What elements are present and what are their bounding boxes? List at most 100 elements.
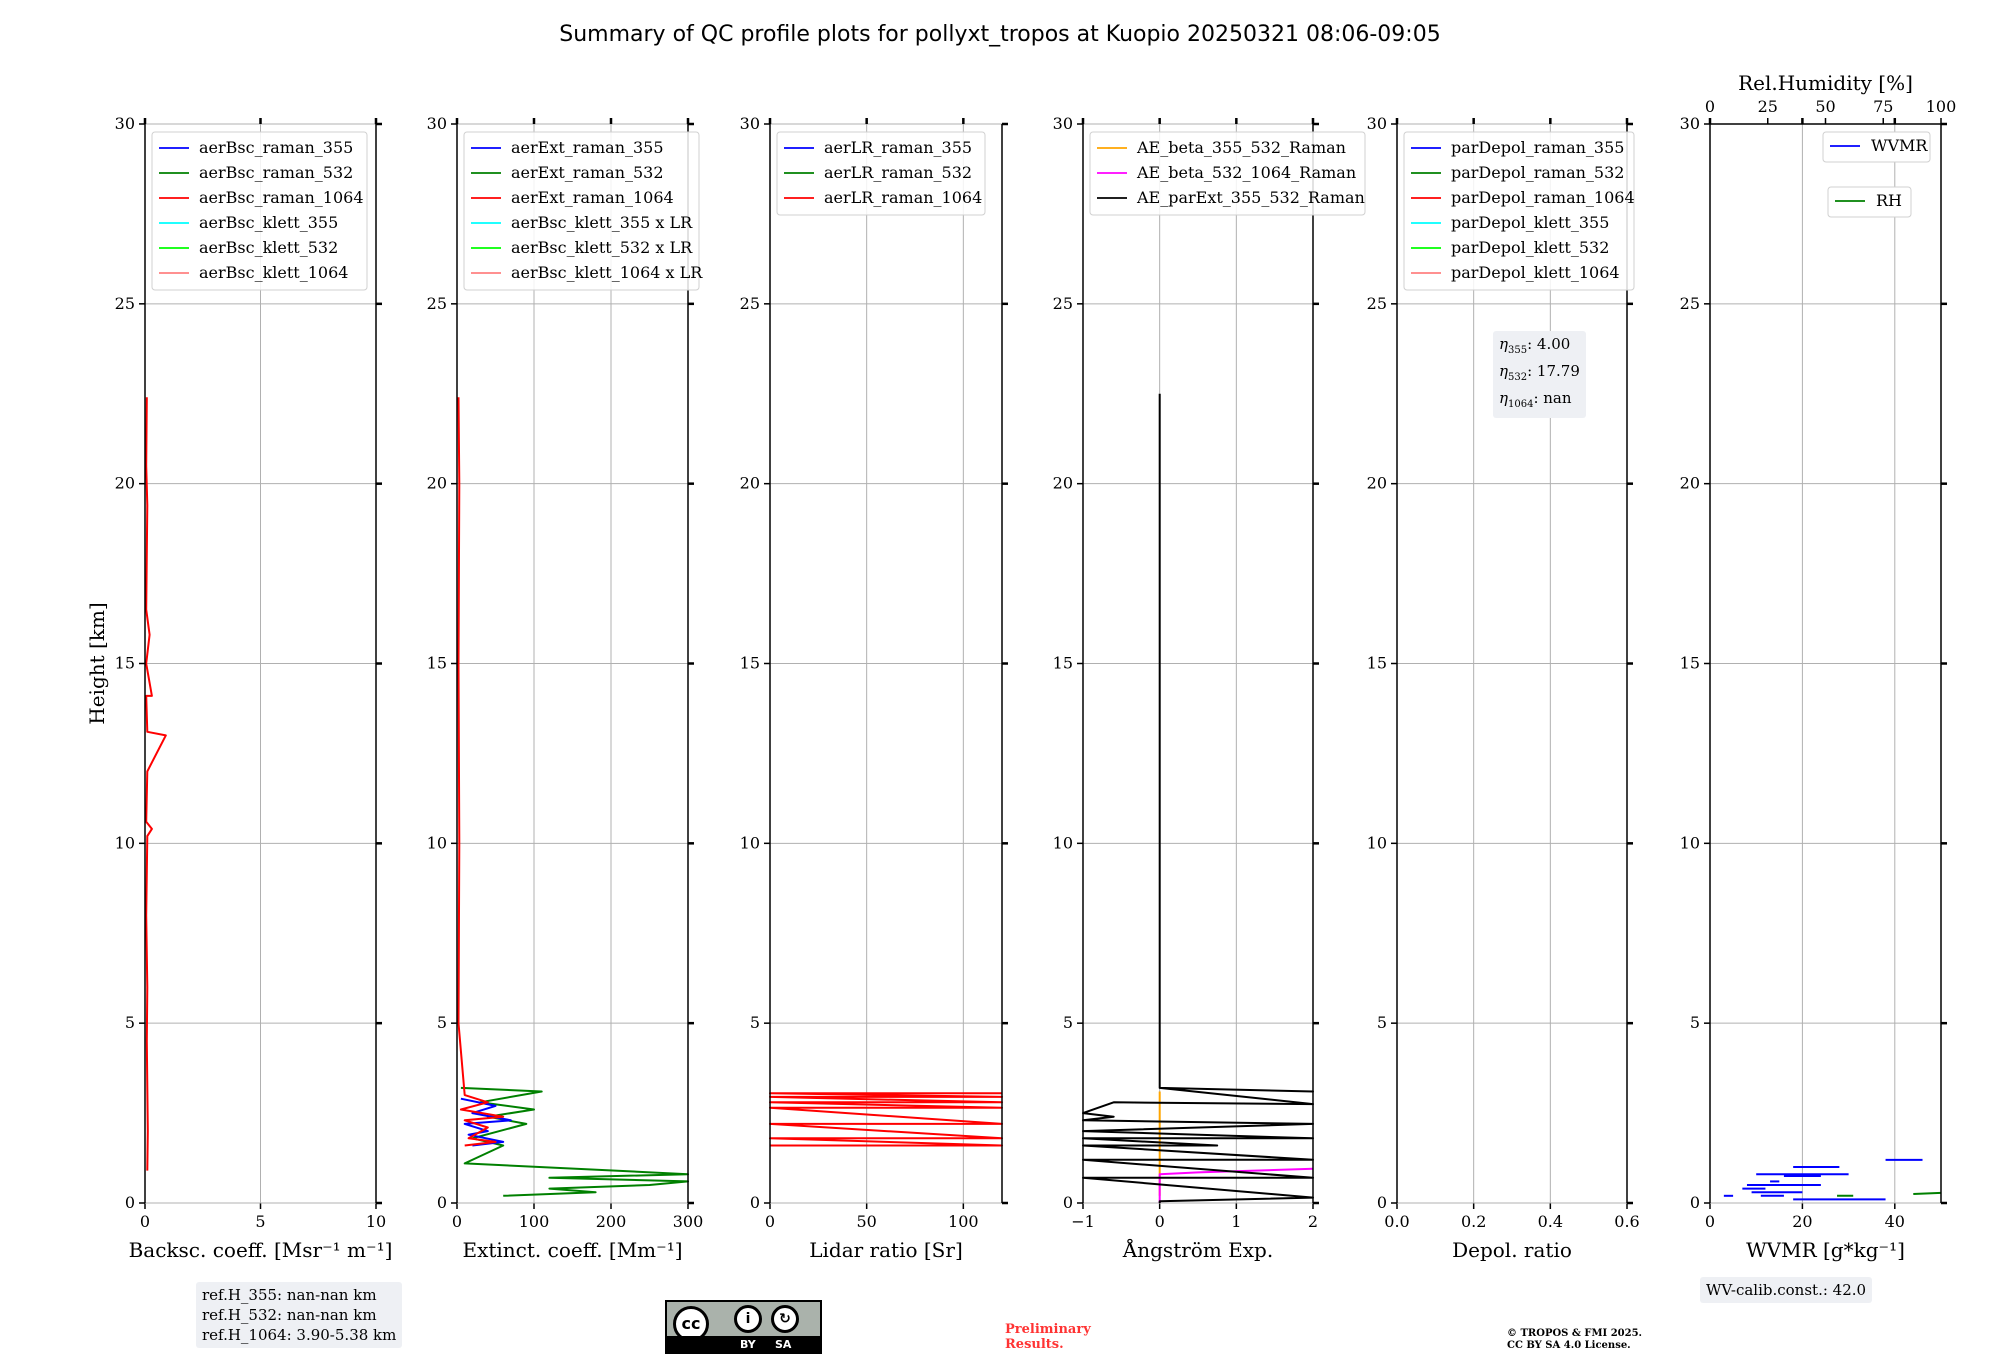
legend-box bbox=[776, 131, 986, 216]
legend-label: aerBsc_klett_1064 bbox=[199, 263, 348, 282]
y-axis-label: Height [km] bbox=[85, 602, 109, 724]
legend-label: aerExt_raman_355 bbox=[511, 138, 664, 157]
x-tick-label: −1 bbox=[1071, 1212, 1095, 1231]
cc-by-label: BY bbox=[740, 1338, 756, 1351]
x-tick-label: 0.6 bbox=[1614, 1212, 1639, 1231]
legend-label: aerBsc_klett_532 x LR bbox=[511, 238, 693, 257]
x-tick-label: 2 bbox=[1308, 1212, 1318, 1231]
y-tick-label: 20 bbox=[427, 474, 447, 493]
y-tick-label: 30 bbox=[427, 114, 447, 133]
legend-label: aerBsc_klett_532 bbox=[199, 238, 338, 257]
figure-title: Summary of QC profile plots for pollyxt_… bbox=[559, 22, 1441, 47]
panel-1 bbox=[139, 118, 382, 1209]
x2-tick-label: 25 bbox=[1758, 97, 1778, 116]
copyright-line-2: CC BY SA 4.0 License. bbox=[1507, 1340, 1631, 1351]
y-tick-label: 10 bbox=[1367, 833, 1387, 852]
x-tick-label: 0.2 bbox=[1461, 1212, 1486, 1231]
cc-sa-label: SA bbox=[775, 1338, 792, 1351]
y-tick-label: 15 bbox=[115, 654, 135, 673]
y-tick-label: 20 bbox=[1680, 474, 1700, 493]
y-tick-label: 5 bbox=[125, 1013, 135, 1032]
y-tick-label: 30 bbox=[1367, 114, 1387, 133]
legend-label: AE_parExt_355_532_Raman bbox=[1136, 188, 1365, 207]
y-tick-label: 10 bbox=[427, 833, 447, 852]
y-tick-label: 5 bbox=[1690, 1013, 1700, 1032]
legend-label: RH bbox=[1876, 191, 1902, 210]
y-tick-label: 10 bbox=[115, 833, 135, 852]
eta-1064: η1064: nan bbox=[1499, 389, 1572, 410]
x-tick-label: 1 bbox=[1231, 1212, 1241, 1231]
ref-height-1064: ref.H_1064: 3.90-5.38 km bbox=[202, 1326, 397, 1344]
x-axis-label: Ångström Exp. bbox=[1122, 1237, 1273, 1262]
y-tick-label: 25 bbox=[1367, 294, 1387, 313]
legend-box-rh bbox=[1827, 186, 1912, 218]
y-tick-label: 0 bbox=[1690, 1193, 1700, 1212]
y-tick-label: 15 bbox=[740, 654, 760, 673]
legend-label: parDepol_raman_1064 bbox=[1451, 188, 1635, 207]
x-axis-label: Lidar ratio [Sr] bbox=[809, 1238, 963, 1262]
y-tick-label: 0 bbox=[125, 1193, 135, 1212]
legend-label: aerExt_raman_532 bbox=[511, 163, 664, 182]
legend-label: aerBsc_klett_355 bbox=[199, 213, 338, 232]
x-tick-label: 50 bbox=[856, 1212, 876, 1231]
series-aerExt_raman_355 bbox=[460, 1097, 512, 1147]
panel-6 bbox=[1704, 118, 1947, 1209]
legend-label: parDepol_klett_1064 bbox=[1451, 263, 1620, 282]
x2-tick-label: 0 bbox=[1705, 97, 1715, 116]
x-tick-label: 0.0 bbox=[1384, 1212, 1409, 1231]
legend-label: AE_beta_532_1064_Raman bbox=[1136, 163, 1356, 182]
x-axis-label: Backsc. coeff. [Msr⁻¹ m⁻¹] bbox=[129, 1238, 393, 1262]
x-tick-label: 20 bbox=[1792, 1212, 1812, 1231]
x-axis-label: Depol. ratio bbox=[1452, 1238, 1572, 1262]
legend-label: parDepol_klett_355 bbox=[1451, 213, 1609, 232]
ref-height-355: ref.H_355: nan-nan km bbox=[202, 1286, 377, 1304]
series-aerBsc_raman_1064 bbox=[145, 397, 167, 1171]
legend-label: WVMR bbox=[1871, 136, 1928, 155]
x-tick-label: 0 bbox=[1705, 1212, 1715, 1231]
legend-label: aerLR_raman_532 bbox=[824, 163, 972, 182]
x2-tick-label: 75 bbox=[1873, 97, 1893, 116]
x-tick-label: 300 bbox=[673, 1212, 704, 1231]
legend-label: parDepol_raman_532 bbox=[1451, 163, 1624, 182]
legend-label: aerLR_raman_355 bbox=[824, 138, 972, 157]
legend-label: aerExt_raman_1064 bbox=[511, 188, 674, 207]
x-axis-label: Extinct. coeff. [Mm⁻¹] bbox=[462, 1238, 682, 1262]
x2-tick-label: 100 bbox=[1926, 97, 1957, 116]
y-tick-label: 10 bbox=[1053, 833, 1073, 852]
y-tick-label: 25 bbox=[740, 294, 760, 313]
ref-height-532: ref.H_532: nan-nan km bbox=[202, 1306, 377, 1324]
y-tick-label: 25 bbox=[1680, 294, 1700, 313]
y-tick-label: 5 bbox=[437, 1013, 447, 1032]
copyright-note: © TROPOS & FMI 2025. CC BY SA 4.0 Licens… bbox=[1507, 1328, 1642, 1352]
y-tick-label: 20 bbox=[115, 474, 135, 493]
preliminary-note: Preliminary Results. bbox=[1005, 1322, 1091, 1352]
y-tick-label: 10 bbox=[740, 833, 760, 852]
y-tick-label: 20 bbox=[1367, 474, 1387, 493]
legend-label: aerBsc_raman_355 bbox=[199, 138, 353, 157]
y-tick-label: 10 bbox=[1680, 833, 1700, 852]
y-tick-label: 30 bbox=[1680, 114, 1700, 133]
by-icon: i bbox=[734, 1305, 762, 1333]
y-tick-label: 0 bbox=[437, 1193, 447, 1212]
x-tick-label: 100 bbox=[948, 1212, 979, 1231]
x-tick-label: 200 bbox=[596, 1212, 627, 1231]
legend-label: AE_beta_355_532_Raman bbox=[1136, 138, 1346, 157]
legend-label: aerBsc_raman_1064 bbox=[199, 188, 364, 207]
y-tick-label: 15 bbox=[1053, 654, 1073, 673]
y-tick-label: 20 bbox=[1053, 474, 1073, 493]
preliminary-line-2: Results. bbox=[1005, 1337, 1064, 1352]
ref-height-box: ref.H_355: nan-nan km ref.H_532: nan-nan… bbox=[196, 1282, 403, 1348]
legend-label: aerBsc_klett_1064 x LR bbox=[511, 263, 703, 282]
eta-532: η532: 17.79 bbox=[1499, 362, 1580, 383]
y-tick-label: 5 bbox=[1377, 1013, 1387, 1032]
panel-5 bbox=[1391, 118, 1635, 1209]
x-tick-label: 5 bbox=[255, 1212, 265, 1231]
y-tick-label: 30 bbox=[740, 114, 760, 133]
x-tick-label: 40 bbox=[1885, 1212, 1905, 1231]
legend-label: parDepol_klett_532 bbox=[1451, 238, 1609, 257]
y-tick-label: 5 bbox=[1063, 1013, 1073, 1032]
x2-axis-label: Rel.Humidity [%] bbox=[1738, 71, 1913, 95]
panel-4 bbox=[1077, 118, 1366, 1209]
